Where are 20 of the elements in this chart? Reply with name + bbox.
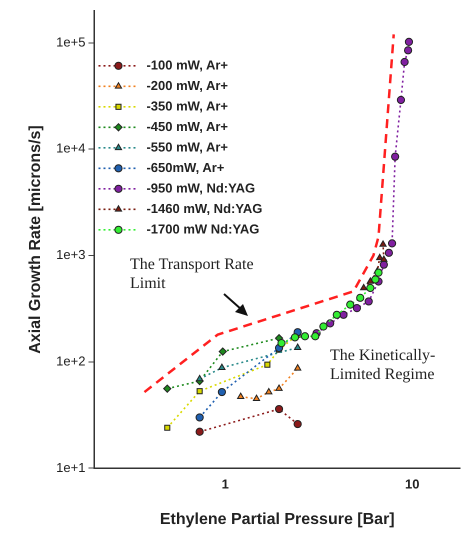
y-tick-label: 1e+5 [56,34,86,50]
y-tick-label: 1e+3 [56,247,86,262]
legend-label: -550 mW, Ar+ [146,139,228,154]
y-tick-label: 1e+1 [56,460,86,475]
y-axis-title: Axial Growth Rate [microns/s] [27,125,44,354]
legend-label: -450 mW, Ar+ [146,118,228,134]
annotation: The Kinetically-Limited Regime [330,346,436,384]
legend-label: -200 mW, Ar+ [146,78,228,93]
annotation: The Transport Rate Limit [130,255,255,293]
legend-label: -350 mW, Ar+ [146,98,228,114]
legend-label: -100 mW, Ar+ [146,57,228,72]
y-tick-label: 1e+2 [56,353,86,368]
legend-label: -1700 mW Nd:YAG [146,221,260,236]
legend-label: -950 mW, Nd:YAG [146,180,256,196]
x-axis-title: Ethylene Partial Pressure [Bar] [160,510,395,528]
legend-label: -650mW, Ar+ [146,160,225,175]
x-tick-label: 10 [405,476,420,492]
x-tick-label: 1 [222,476,229,492]
y-tick-label: 1e+4 [56,140,86,156]
legend-label: -1460 mW, Nd:YAG [146,200,262,216]
